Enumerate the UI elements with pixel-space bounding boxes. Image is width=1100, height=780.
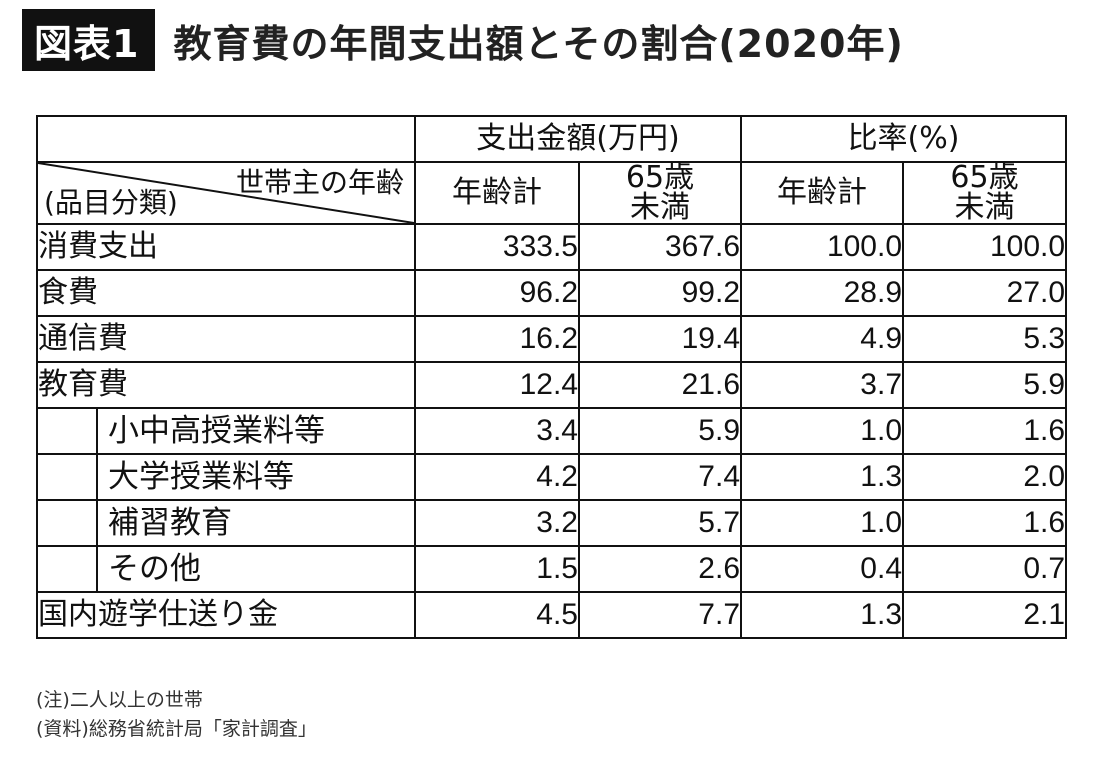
indent-spacer	[38, 501, 98, 545]
table-group-header-row: 支出金額(万円) 比率(%)	[36, 115, 1068, 163]
value-cell: 100.0	[902, 223, 1068, 271]
sub-header-ratio-under65: 65歳 未満	[902, 161, 1068, 225]
source-line: (資料)総務省統計局「家計調査」	[36, 717, 317, 740]
value-cell: 1.3	[740, 453, 905, 501]
sub-header-amount-total: 年齢計	[414, 161, 580, 225]
education-expense-table: 支出金額(万円) 比率(%) 世帯主の年齢 (品目分類) 年齢計 65歳 未満 年…	[36, 115, 1068, 639]
diagonal-line	[38, 163, 414, 223]
corner-label-category: (品目分類)	[44, 186, 178, 219]
value-cell: 2.0	[902, 453, 1068, 501]
value-cell: 3.2	[414, 499, 580, 547]
table-row: 教育費 12.4 21.6 3.7 5.9	[36, 361, 1068, 409]
table-sub-header-row: 世帯主の年齢 (品目分類) 年齢計 65歳 未満 年齢計 65歳 未満	[36, 161, 1068, 225]
value-cell: 27.0	[902, 269, 1068, 317]
sub-row-label: 小中高授業料等	[108, 412, 325, 449]
value-cell: 99.2	[577, 269, 743, 317]
table-row: 通信費 16.2 19.4 4.9 5.3	[36, 315, 1068, 363]
sub-row-label: 大学授業料等	[108, 458, 294, 495]
value-cell: 5.3	[902, 315, 1068, 363]
value-cell: 2.1	[902, 591, 1068, 639]
table-sub-row: 補習教育 3.2 5.7 1.0 1.6	[36, 499, 1068, 547]
value-cell: 5.7	[577, 499, 743, 547]
table-sub-row: 小中高授業料等 3.4 5.9 1.0 1.6	[36, 407, 1068, 455]
value-cell: 333.5	[414, 223, 580, 271]
value-cell: 1.6	[902, 407, 1068, 455]
sub-row-label: その他	[108, 550, 201, 587]
value-cell: 1.3	[740, 591, 905, 639]
sub-row-label-cell: 大学授業料等	[36, 453, 416, 501]
sub-row-label-cell: 補習教育	[36, 499, 416, 547]
table-sub-row: 大学授業料等 4.2 7.4 1.3 2.0	[36, 453, 1068, 501]
table-row: 食費 96.2 99.2 28.9 27.0	[36, 269, 1068, 317]
value-cell: 1.0	[740, 499, 905, 547]
table-sub-row: その他 1.5 2.6 0.4 0.7	[36, 545, 1068, 593]
value-cell: 7.7	[577, 591, 743, 639]
value-cell: 100.0	[740, 223, 905, 271]
value-cell: 5.9	[902, 361, 1068, 409]
value-cell: 12.4	[414, 361, 580, 409]
value-cell: 7.4	[577, 453, 743, 501]
value-cell: 4.5	[414, 591, 580, 639]
footnotes: (注)二人以上の世帯 (資料)総務省統計局「家計調査」	[36, 686, 317, 743]
diagonal-corner-cell: 世帯主の年齢 (品目分類)	[36, 161, 416, 225]
figure-title: 教育費の年間支出額とその割合(2020年)	[173, 21, 904, 66]
row-label: 食費	[36, 269, 416, 317]
row-label: 教育費	[36, 361, 416, 409]
value-cell: 0.4	[740, 545, 905, 593]
sub-header-amount-under65: 65歳 未満	[577, 161, 743, 225]
corner-label-age: 世帯主の年齢	[235, 166, 404, 199]
row-label: 通信費	[36, 315, 416, 363]
table-row: 国内遊学仕送り金 4.5 7.7 1.3 2.1	[36, 591, 1068, 639]
value-cell: 28.9	[740, 269, 905, 317]
value-cell: 4.9	[740, 315, 905, 363]
indent-spacer	[38, 409, 98, 453]
value-cell: 1.6	[902, 499, 1068, 547]
value-cell: 4.2	[414, 453, 580, 501]
value-cell: 21.6	[577, 361, 743, 409]
value-cell: 0.7	[902, 545, 1068, 593]
value-cell: 3.7	[740, 361, 905, 409]
value-cell: 16.2	[414, 315, 580, 363]
value-cell: 1.5	[414, 545, 580, 593]
corner-empty-cell	[36, 115, 416, 163]
indent-spacer	[38, 455, 98, 499]
group-header-ratio: 比率(%)	[740, 115, 1068, 163]
sub-row-label: 補習教育	[108, 504, 232, 541]
note-line: (注)二人以上の世帯	[36, 689, 203, 711]
table-row: 消費支出 333.5 367.6 100.0 100.0	[36, 223, 1068, 271]
value-cell: 367.6	[577, 223, 743, 271]
value-cell: 5.9	[577, 407, 743, 455]
value-cell: 3.4	[414, 407, 580, 455]
value-cell: 1.0	[740, 407, 905, 455]
row-label: 国内遊学仕送り金	[36, 591, 416, 639]
value-cell: 2.6	[577, 545, 743, 593]
row-label: 消費支出	[36, 223, 416, 271]
value-cell: 96.2	[414, 269, 580, 317]
sub-row-label-cell: その他	[36, 545, 416, 593]
value-cell: 19.4	[577, 315, 743, 363]
sub-row-label-cell: 小中高授業料等	[36, 407, 416, 455]
group-header-amount: 支出金額(万円)	[413, 115, 743, 163]
figure-badge: 図表1	[22, 9, 156, 71]
figure-title-row: 図表1 教育費の年間支出額とその割合(2020年)	[22, 8, 904, 72]
sub-header-ratio-total: 年齢計	[740, 161, 905, 225]
indent-spacer	[38, 547, 98, 591]
